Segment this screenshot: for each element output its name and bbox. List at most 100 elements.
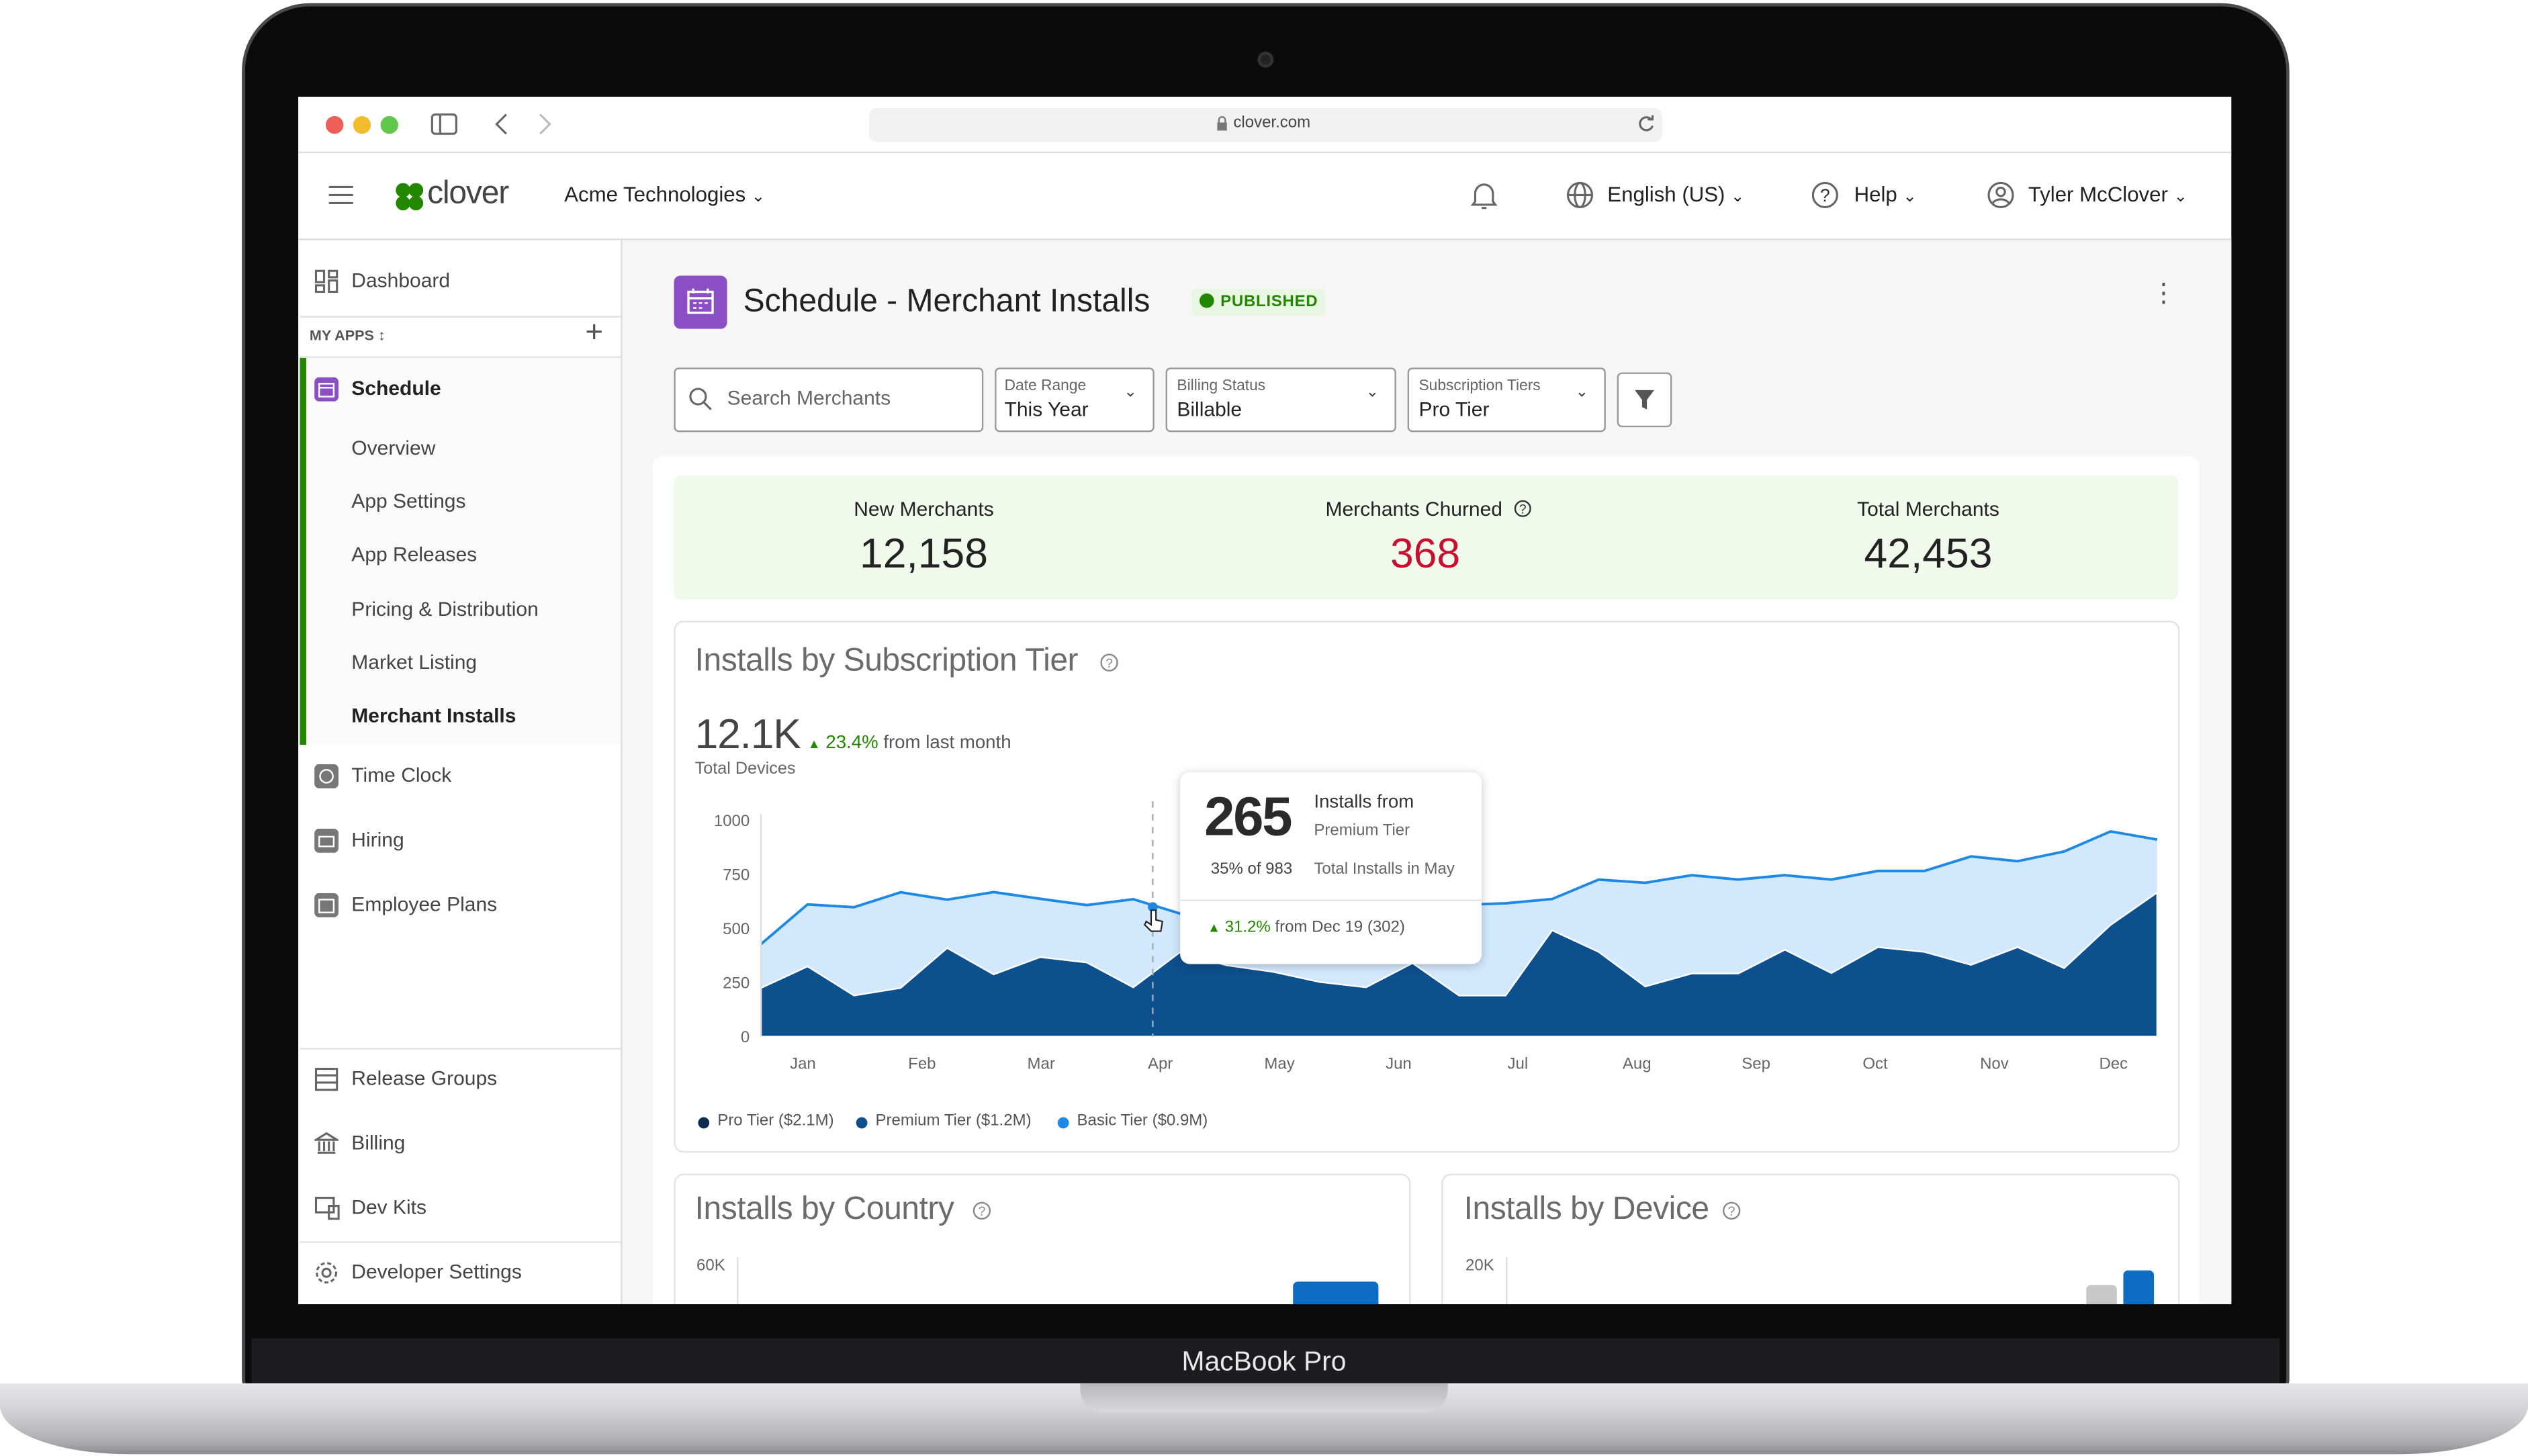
pointer-cursor-icon <box>1144 909 1163 932</box>
sidebar-item-merchant-installs[interactable]: Merchant Installs <box>351 704 516 727</box>
schedule-app-icon <box>674 275 727 329</box>
svg-text:?: ? <box>1820 185 1830 206</box>
date-range-select[interactable] <box>995 367 1155 433</box>
url-text[interactable]: clover.com <box>1233 114 1311 132</box>
x-tick-label: Mar <box>1028 1055 1055 1073</box>
divider <box>300 1241 621 1243</box>
forward-icon[interactable] <box>535 113 555 136</box>
svg-text:?: ? <box>979 1205 986 1219</box>
search-input[interactable] <box>674 367 984 433</box>
sidebar-item-developer-settings[interactable]: Developer Settings <box>351 1261 522 1283</box>
sidebar-item-market-listing[interactable]: Market Listing <box>351 651 478 674</box>
billing-status-select[interactable] <box>1165 367 1396 433</box>
area-premium-tier <box>760 891 2159 1038</box>
chevron-down-icon: ⌄ <box>1903 188 1917 207</box>
sidebar-item-pricing[interactable]: Pricing & Distribution <box>351 598 539 621</box>
x-tick-label: Aug <box>1623 1055 1652 1073</box>
help-icon[interactable]: ? <box>1514 500 1531 517</box>
up-arrow-icon: ▲ <box>1207 920 1220 936</box>
clover-logo-icon <box>396 183 424 211</box>
divider <box>298 151 2232 154</box>
camera <box>1257 51 1274 68</box>
employee-plans-icon <box>314 893 339 917</box>
divider <box>300 1048 621 1050</box>
help-icon[interactable]: ? <box>1099 653 1119 672</box>
sidebar-item-app-settings[interactable]: App Settings <box>351 490 466 513</box>
help-label: Help <box>1854 182 1897 207</box>
x-tick-label: Feb <box>908 1055 936 1073</box>
laptop-notch <box>1080 1383 1448 1412</box>
more-options-button[interactable]: ⋮ <box>2151 280 2177 308</box>
chevron-down-icon: ⌄ <box>2173 188 2187 207</box>
url-bar[interactable] <box>868 107 1662 142</box>
notification-bell-icon[interactable] <box>1470 181 1498 212</box>
language-selector[interactable]: English (US) ⌄ <box>1607 182 1744 208</box>
reload-icon[interactable] <box>1637 114 1656 134</box>
divider <box>1180 899 1482 901</box>
y-tick: 20K <box>1465 1257 1494 1275</box>
x-tick-label: May <box>1264 1055 1294 1073</box>
release-groups-icon <box>314 1067 338 1091</box>
app-group-bg <box>301 357 621 745</box>
sidebar-item-dashboard[interactable]: Dashboard <box>351 269 451 292</box>
schedule-app-icon <box>314 377 339 402</box>
gear-icon <box>316 1262 338 1284</box>
x-tick-label: Sep <box>1742 1055 1770 1073</box>
close-window-button[interactable] <box>325 116 344 134</box>
y-tick-label: 1000 <box>714 812 750 830</box>
minimize-window-button[interactable] <box>353 116 371 134</box>
tooltip-share: 35% of 983 <box>1210 860 1293 879</box>
y-tick: 60K <box>696 1257 725 1275</box>
help-icon[interactable]: ? <box>973 1201 992 1220</box>
add-app-button[interactable]: + <box>585 316 604 350</box>
help-icon[interactable]: ? <box>1722 1201 1742 1220</box>
x-tick-label: Apr <box>1148 1055 1173 1073</box>
back-icon[interactable] <box>492 113 511 136</box>
legend-dot-premium <box>856 1117 868 1129</box>
tooltip-line1: Installs from <box>1314 793 1414 813</box>
user-avatar-icon <box>1987 181 2014 209</box>
divider <box>300 316 621 318</box>
my-apps-sort[interactable]: MY APPS ↕ <box>310 327 386 345</box>
x-tick-label: Oct <box>1862 1055 1888 1073</box>
laptop-chin <box>251 1338 2280 1387</box>
svg-text:?: ? <box>1519 503 1527 517</box>
legend-premium[interactable]: Premium Tier ($1.2M) <box>875 1112 1032 1130</box>
sidebar-app-time-clock[interactable]: Time Clock <box>351 764 452 787</box>
sidebar-item-overview[interactable]: Overview <box>351 437 436 460</box>
sidebar-item-release-groups[interactable]: Release Groups <box>351 1067 498 1090</box>
chart-title: Installs by Subscription Tier <box>694 643 1079 679</box>
help-icon: ? <box>1811 181 1838 209</box>
y-axis <box>1506 1257 1508 1322</box>
y-tick-label: 0 <box>741 1028 750 1046</box>
lock-icon <box>1217 116 1227 131</box>
sidebar-item-billing[interactable]: Billing <box>351 1132 406 1154</box>
time-clock-icon <box>314 764 339 788</box>
org-selector[interactable]: Acme Technologies ⌄ <box>564 182 765 208</box>
sidebar-app-employee-plans[interactable]: Employee Plans <box>351 893 498 916</box>
sort-icon: ↕ <box>377 327 386 344</box>
active-indicator <box>300 357 307 745</box>
sidebar-item-dev-kits[interactable]: Dev Kits <box>351 1196 427 1219</box>
hamburger-menu-icon[interactable] <box>327 184 355 207</box>
kpi-change: ▲ 23.4% from last month <box>808 733 1011 756</box>
legend-basic[interactable]: Basic Tier ($0.9M) <box>1077 1112 1208 1130</box>
subscription-tiers-select[interactable] <box>1407 367 1606 433</box>
stat-label: Merchants Churned <box>1325 498 1503 521</box>
maximize-window-button[interactable] <box>380 116 398 134</box>
help-menu[interactable]: Help ⌄ <box>1854 182 1917 208</box>
kpi-value: 12.1K <box>694 709 801 758</box>
sidebar-border <box>621 240 623 1305</box>
legend-pro[interactable]: Pro Tier ($2.1M) <box>717 1112 834 1130</box>
tooltip-change-text: from Dec 19 (302) <box>1275 919 1405 937</box>
sidebar-app-schedule[interactable]: Schedule <box>351 377 441 400</box>
status-text: PUBLISHED <box>1220 293 1318 312</box>
sidebar-app-hiring[interactable]: Hiring <box>351 828 404 852</box>
status-badge: PUBLISHED <box>1191 288 1326 316</box>
sidebar-item-app-releases[interactable]: App Releases <box>351 543 478 566</box>
user-menu[interactable]: Tyler McClover ⌄ <box>2028 182 2187 208</box>
svg-text:?: ? <box>1105 657 1113 671</box>
search-placeholder: Search Merchants <box>727 387 891 410</box>
sidebar-toggle-icon[interactable] <box>431 113 458 136</box>
clover-logo[interactable]: clover <box>427 175 509 212</box>
